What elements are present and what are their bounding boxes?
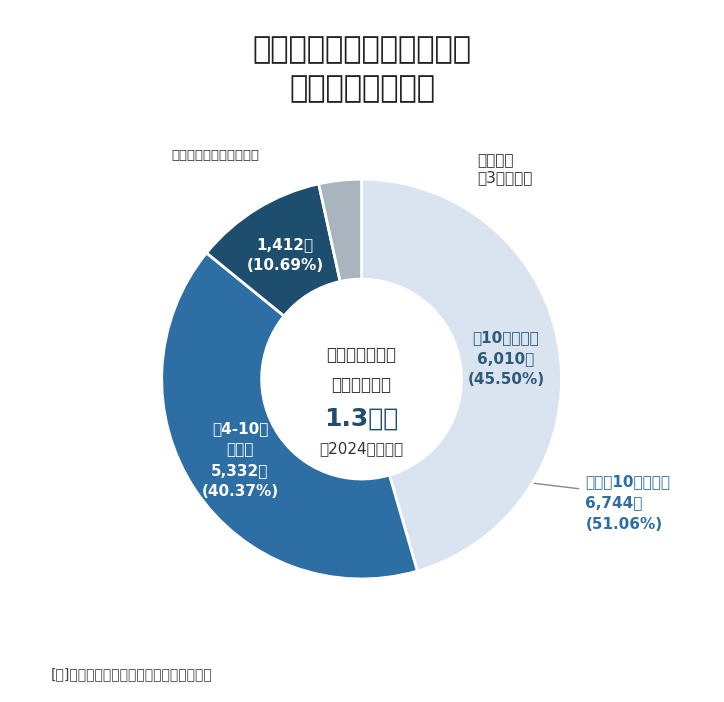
Text: と取引を行う: と取引を行う	[332, 376, 392, 394]
Text: 1.3万社: 1.3万社	[324, 407, 399, 431]
Wedge shape	[361, 179, 562, 571]
Text: 「設立10年未満」
6,744社
(51.06%): 「設立10年未満」 6,744社 (51.06%)	[586, 475, 670, 531]
Text: 設立から
「3年未満」: 設立から 「3年未満」	[478, 153, 533, 185]
Text: 「ネット銀行」: 「ネット銀行」	[327, 346, 397, 364]
Text: （設立年ベース）: （設立年ベース）	[289, 74, 435, 102]
Text: 1,412社
(10.69%): 1,412社 (10.69%)	[246, 237, 324, 273]
Text: 「4-10年
以下」
5,332社
(40.37%): 「4-10年 以下」 5,332社 (40.37%)	[201, 420, 279, 498]
Circle shape	[261, 279, 461, 479]
Wedge shape	[206, 184, 340, 316]
Text: （2024年調査）: （2024年調査）	[319, 442, 404, 456]
Text: ネット銀行取引企業　業歴: ネット銀行取引企業 業歴	[253, 35, 471, 64]
Text: 「業歴未詳・個人事業」: 「業歴未詳・個人事業」	[172, 149, 260, 161]
Wedge shape	[319, 179, 361, 282]
Text: [注]　メイン・サブ行としての取引を含む: [注] メイン・サブ行としての取引を含む	[51, 667, 212, 681]
Wedge shape	[161, 253, 417, 579]
Text: 「10年以上」
6,010社
(45.50%): 「10年以上」 6,010社 (45.50%)	[468, 330, 544, 387]
